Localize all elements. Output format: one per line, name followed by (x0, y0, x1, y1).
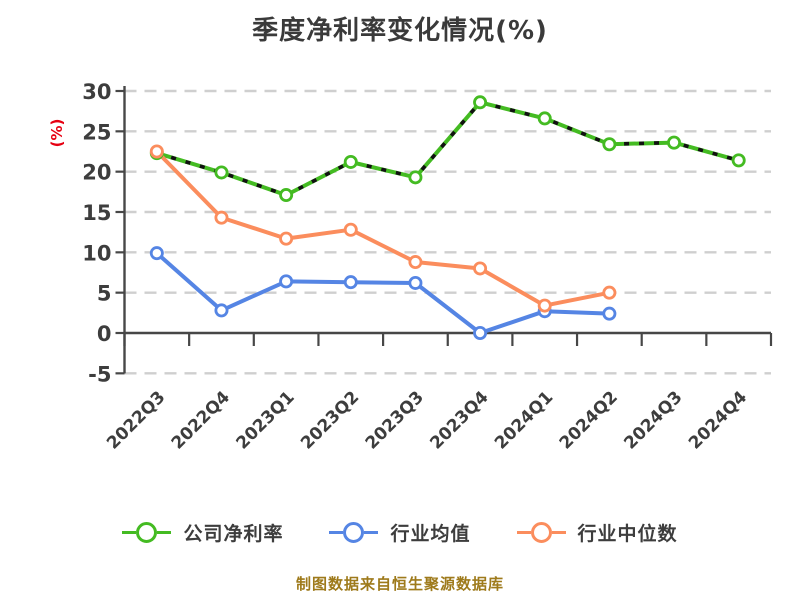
legend-item-1: 行业均值 (329, 519, 470, 546)
x-tick-label: 2024Q4 (685, 387, 751, 453)
data-point-marker (279, 231, 294, 246)
chart-title: 季度净利率变化情况(%) (252, 16, 548, 46)
data-point-marker (473, 325, 488, 340)
data-point-marker (279, 188, 294, 203)
data-point-marker (343, 154, 358, 169)
data-point-marker (149, 144, 164, 159)
data-point-marker (343, 275, 358, 290)
x-tick-label: 2022Q3 (103, 387, 169, 453)
data-point-marker (537, 298, 552, 313)
data-point-marker (214, 210, 229, 225)
series-line-dash-overlay (156, 100, 740, 198)
legend-marker-icon (329, 522, 379, 543)
data-point-marker (343, 222, 358, 237)
data-point-marker (408, 170, 423, 185)
data-point-marker (602, 285, 617, 300)
legend: 公司净利率 行业均值 行业中位数 (0, 519, 800, 546)
data-point-marker (408, 255, 423, 270)
legend-label: 行业中位数 (577, 523, 678, 545)
data-point-marker (537, 111, 552, 126)
data-source-note: 制图数据来自恒生聚源数据库 (295, 575, 504, 593)
legend-marker-icon (516, 522, 566, 543)
legend-label: 行业均值 (390, 523, 471, 545)
data-point-marker (214, 303, 229, 318)
legend-item-0: 公司净利率 (122, 519, 283, 546)
data-point-marker (408, 275, 423, 290)
x-tick-label: 2024Q2 (556, 387, 622, 453)
x-tick-label: 2024Q1 (491, 387, 557, 453)
x-tick-label: 2023Q4 (426, 387, 492, 453)
data-point-marker (214, 165, 229, 180)
data-point-marker (602, 137, 617, 152)
x-tick-label: 2023Q1 (232, 387, 298, 453)
y-tick-label: 5 (97, 282, 112, 306)
series-line-2 (154, 149, 612, 308)
data-point-marker (473, 261, 488, 276)
y-tick-label: 10 (82, 241, 111, 265)
y-axis-unit-label: (%) (48, 119, 66, 148)
x-tick-label: 2022Q4 (168, 387, 234, 453)
y-tick-label: 25 (82, 120, 111, 144)
y-tick-label: 0 (97, 322, 112, 346)
data-point-marker (667, 135, 682, 150)
y-tick-label: -5 (88, 362, 111, 386)
data-point-marker (473, 95, 488, 110)
legend-item-2: 行业中位数 (516, 519, 678, 546)
series-line-1 (154, 251, 612, 335)
data-point-marker (602, 306, 617, 321)
x-tick-label: 2023Q2 (297, 387, 363, 453)
data-point-marker (731, 153, 746, 168)
x-tick-label: 2023Q3 (362, 387, 428, 453)
legend-label: 公司净利率 (183, 523, 284, 545)
data-point-marker (149, 246, 164, 261)
y-tick-label: 20 (82, 161, 111, 185)
y-tick-label: 30 (82, 80, 111, 104)
legend-marker-icon (122, 522, 172, 543)
data-point-marker (279, 274, 294, 289)
x-tick-label: 2024Q3 (620, 387, 686, 453)
y-tick-label: 15 (82, 201, 111, 225)
